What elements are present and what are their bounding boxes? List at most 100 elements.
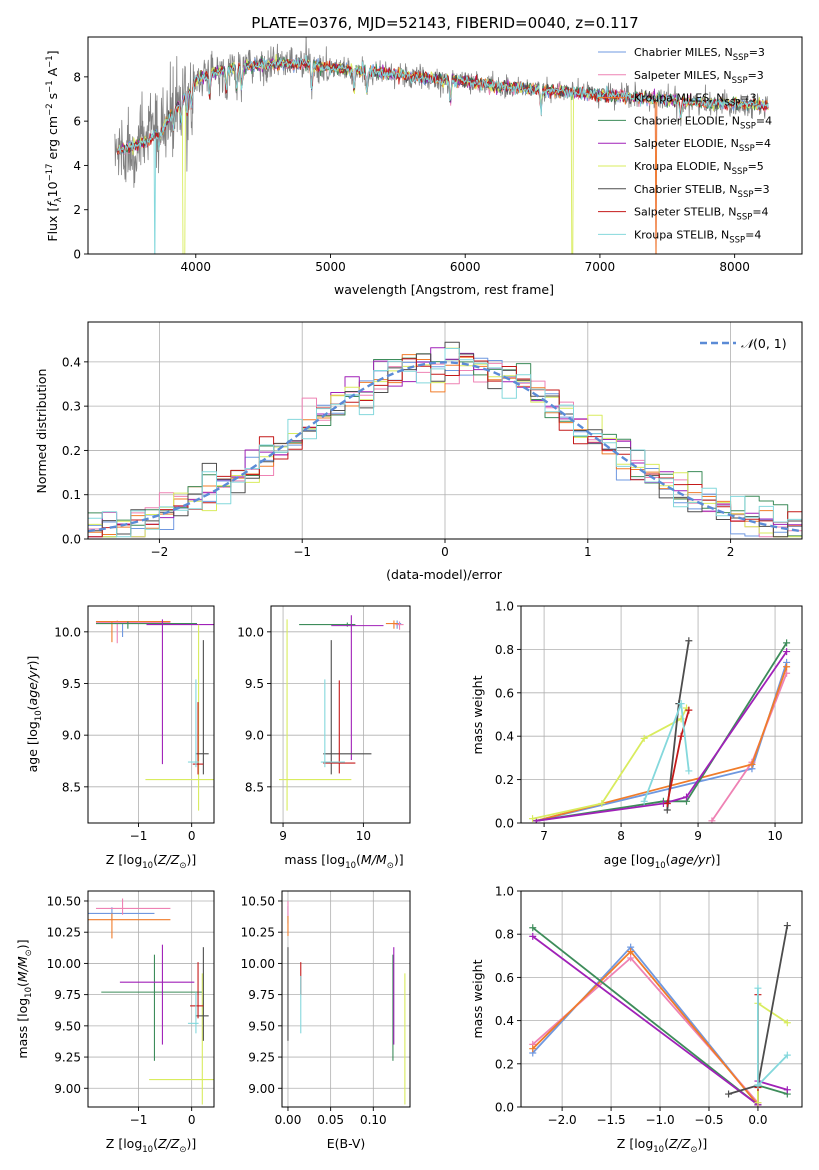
x-tick-label: 0.0 bbox=[748, 1113, 767, 1127]
label-part: ⊙ bbox=[24, 949, 34, 956]
label-part: )] bbox=[394, 852, 404, 867]
label-part: 10 bbox=[653, 1145, 664, 1155]
plus-marker-kroupa_miles bbox=[627, 947, 635, 955]
y-tick-label: 10.00 bbox=[47, 957, 81, 971]
y-tick-label: 0.2 bbox=[495, 773, 514, 787]
y-tick-label: 10.25 bbox=[47, 926, 81, 940]
label-part: ⊙ bbox=[690, 1145, 697, 1155]
label-part: ( bbox=[15, 982, 30, 987]
label-part: Z [log bbox=[106, 852, 142, 867]
y-tick-label: 0.0 bbox=[495, 1101, 514, 1115]
x-axis-label: Z [log10(Z/Z⊙)] bbox=[617, 1136, 707, 1155]
x-tick-label: 5000 bbox=[315, 260, 346, 274]
label-part: age/yr bbox=[25, 665, 40, 706]
x-tick-label: 4000 bbox=[181, 260, 212, 274]
label-part: Chabrier ELODIE, N bbox=[634, 114, 740, 127]
label-part: SSP bbox=[738, 190, 754, 200]
label-part: age [log bbox=[604, 852, 655, 867]
plus-marker-chabrier_stelib bbox=[783, 922, 791, 930]
label-part: Chabrier MILES, N bbox=[634, 46, 733, 59]
plus-marker-chabrier_elodie bbox=[529, 924, 537, 932]
line-salpeter_miles bbox=[532, 957, 759, 1104]
x-tick-label: 1 bbox=[584, 545, 592, 559]
x-tick-label: −1 bbox=[130, 829, 148, 843]
plus-marker-kroupa_stelib bbox=[783, 1051, 791, 1059]
x-tick-label: 7 bbox=[540, 829, 548, 843]
label-part: −2 bbox=[45, 103, 55, 116]
y-tick-label: 0.3 bbox=[62, 400, 81, 414]
y-tick-label: 8 bbox=[73, 70, 81, 84]
x-axis-label: age [log10(age/yr)] bbox=[604, 852, 721, 871]
x-tick-label: 10 bbox=[767, 829, 782, 843]
label-part: )] bbox=[697, 1136, 707, 1151]
y-tick-label: 0.4 bbox=[495, 730, 514, 744]
label-part: ( bbox=[153, 1136, 158, 1151]
y-tick-label: 0 bbox=[73, 248, 81, 262]
y-tick-label: 9.75 bbox=[248, 988, 275, 1002]
y-tick-label: 8.5 bbox=[62, 780, 81, 794]
plot-area bbox=[88, 322, 802, 539]
x-tick-label: −2 bbox=[151, 545, 169, 559]
label-part: ( bbox=[664, 1136, 669, 1151]
label-part: Z/Z bbox=[157, 852, 180, 867]
y-axis-label: Normed distribution bbox=[34, 369, 49, 494]
x-axis-label: E(B-V) bbox=[327, 1136, 366, 1151]
label-part: 10 bbox=[24, 987, 34, 998]
legend-label-kroupa_miles: Kroupa MILES, NSSP=3 bbox=[634, 92, 757, 109]
x-tick-label: 0.00 bbox=[275, 1113, 302, 1127]
legend-label-chabrier_stelib: Chabrier STELIB, NSSP=3 bbox=[634, 183, 770, 200]
plot-area bbox=[271, 606, 410, 823]
legend-label-salpeter_stelib: Salpeter STELIB, NSSP=4 bbox=[634, 206, 769, 223]
axes-age_vs_Z: −1 0 8.5 9.0 9.5 10.0 bbox=[54, 605, 215, 843]
plus-marker-kroupa_elodie bbox=[598, 799, 606, 807]
x-tick-label: −1.0 bbox=[645, 1113, 674, 1127]
label-part: Salpeter STELIB, N bbox=[634, 206, 736, 219]
label-part: ( bbox=[666, 852, 671, 867]
y-tick-label: 10.50 bbox=[241, 894, 275, 908]
y-tick-label: 9.25 bbox=[248, 1051, 275, 1065]
x-tick-label: −0.5 bbox=[694, 1113, 723, 1127]
label-part: M/M bbox=[15, 956, 30, 982]
label-part: Kroupa ELODIE, N bbox=[634, 160, 732, 173]
label-part: Kroupa STELIB, N bbox=[634, 228, 729, 241]
y-tick-label: 9.50 bbox=[248, 1019, 275, 1033]
y-tick-label: 0.4 bbox=[495, 1014, 514, 1028]
plus-marker-salpeter_miles bbox=[627, 954, 635, 962]
line-kroupa_miles bbox=[536, 666, 788, 822]
plot-area bbox=[114, 37, 769, 254]
x-tick-label: −2.0 bbox=[548, 1113, 577, 1127]
plot-area bbox=[88, 606, 214, 823]
plus-marker-kroupa_stelib bbox=[640, 797, 648, 805]
x-tick-label: 0 bbox=[441, 545, 449, 559]
legend-label-kroupa_stelib: Kroupa STELIB, NSSP=4 bbox=[634, 228, 761, 245]
y-axis-label: mass [log10(M/M⊙)] bbox=[15, 939, 34, 1058]
y-tick-label: 4 bbox=[73, 159, 81, 173]
label-part: M/M bbox=[361, 852, 387, 867]
legend-label-chabrier_elodie: Chabrier ELODIE, NSSP=4 bbox=[634, 114, 772, 131]
y-tick-label: 10.0 bbox=[237, 625, 264, 639]
y-tick-label: 9.0 bbox=[62, 729, 81, 743]
label-part: wavelength [Angstrom, rest frame] bbox=[334, 282, 554, 297]
axes-residuals: −2 −1 0 1 2 0.0 0.1 0.2 0.3 0.4 bbox=[62, 321, 803, 559]
y-tick-label: 0.0 bbox=[62, 533, 81, 547]
x-axis-label: wavelength [Angstrom, rest frame] bbox=[334, 282, 554, 297]
label-part: =4 bbox=[756, 114, 772, 127]
axes-mass_vs_Z: −1 0 9.00 9.25 9.50 9.75 10.00 10.25 10.50 bbox=[47, 890, 215, 1127]
x-tick-label: 2 bbox=[727, 545, 735, 559]
y-tick-label: 9.5 bbox=[245, 677, 264, 691]
x-tick-label: 7000 bbox=[585, 260, 616, 274]
x-axis-label: Z [log10(Z/Z⊙)] bbox=[106, 1136, 196, 1155]
line-chabrier_miles bbox=[532, 946, 759, 1106]
x-tick-label: 0 bbox=[188, 1113, 196, 1127]
axes-frame bbox=[281, 890, 411, 1108]
label-part: SSP bbox=[736, 213, 752, 223]
label-part: =5 bbox=[748, 160, 764, 173]
y-tick-label: 10.0 bbox=[54, 625, 81, 639]
plus-marker-kroupa_miles bbox=[783, 663, 791, 671]
label-part: =3 bbox=[748, 69, 764, 82]
y-tick-label: 0.2 bbox=[62, 444, 81, 458]
y-tick-label: 0.2 bbox=[495, 1057, 514, 1071]
label-part: ( bbox=[153, 852, 158, 867]
label-part: Z [log bbox=[617, 1136, 653, 1151]
